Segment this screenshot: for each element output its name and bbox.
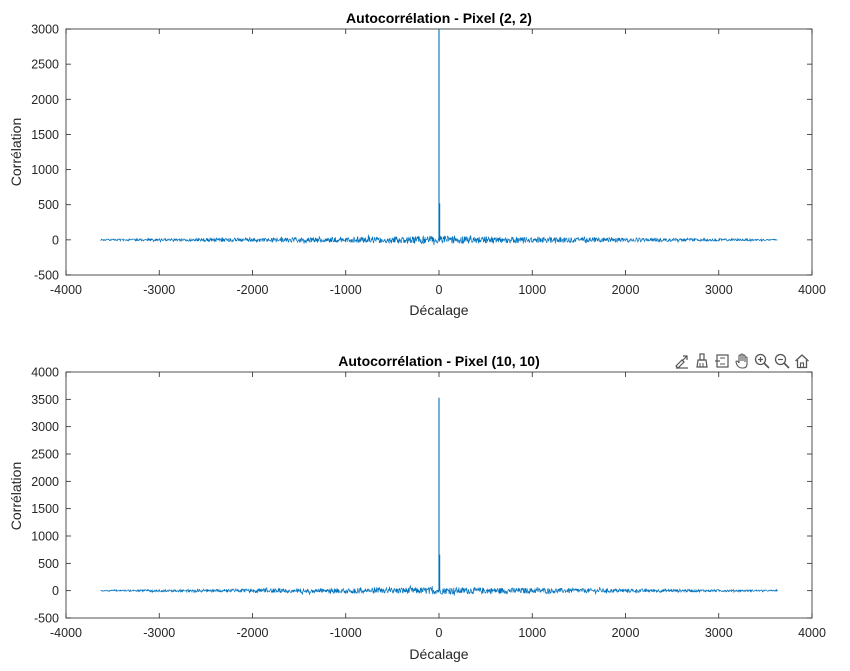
x-tick-label: -1000 <box>330 283 362 297</box>
x-tick-label: 1000 <box>518 283 546 297</box>
brush-export-icon <box>675 355 688 369</box>
x-tick-label: -3000 <box>143 626 175 640</box>
chart-title: Autocorrélation - Pixel (10, 10) <box>338 353 540 369</box>
datatip-button[interactable] <box>712 351 732 371</box>
x-tick-label: 4000 <box>798 626 826 640</box>
x-tick-label: 2000 <box>612 626 640 640</box>
y-tick-label: 4000 <box>31 366 59 380</box>
x-tick-label: 0 <box>436 283 443 297</box>
y-tick-label: -500 <box>34 612 59 626</box>
x-axis-label: Décalage <box>409 302 468 318</box>
y-tick-label: 0 <box>52 584 59 598</box>
x-tick-label: -4000 <box>50 626 82 640</box>
chart-title: Autocorrélation - Pixel (2, 2) <box>346 10 532 26</box>
y-axis-label: Corrélation <box>8 118 24 186</box>
zoom-in-icon <box>754 353 770 369</box>
y-tick-label: 3000 <box>31 420 59 434</box>
x-tick-label: -1000 <box>330 626 362 640</box>
y-tick-label: 2000 <box>31 475 59 489</box>
data-brush-button[interactable] <box>692 351 712 371</box>
zoom-out-icon <box>774 353 790 369</box>
x-tick-label: 4000 <box>798 283 826 297</box>
y-tick-label: 500 <box>38 198 59 212</box>
brush-export-button[interactable] <box>672 351 692 371</box>
x-tick-label: -2000 <box>237 626 269 640</box>
x-tick-label: 3000 <box>705 283 733 297</box>
pan-button[interactable] <box>732 351 752 371</box>
y-tick-label: 500 <box>38 557 59 571</box>
zoom-in-button[interactable] <box>752 351 772 371</box>
y-tick-label: -500 <box>34 269 59 283</box>
x-tick-label: 3000 <box>705 626 733 640</box>
x-tick-label: 0 <box>436 626 443 640</box>
y-tick-label: 3500 <box>31 393 59 407</box>
y-tick-label: 2500 <box>31 448 59 462</box>
y-tick-label: 1000 <box>31 163 59 177</box>
y-tick-label: 3000 <box>31 23 59 37</box>
x-tick-label: -2000 <box>237 283 269 297</box>
x-tick-label: 2000 <box>612 283 640 297</box>
x-tick-label: -3000 <box>143 283 175 297</box>
x-tick-label: -4000 <box>50 283 82 297</box>
datatip-icon <box>715 354 729 368</box>
restore-view-button[interactable] <box>792 351 812 371</box>
x-axis-label: Décalage <box>409 646 468 662</box>
y-axis-label: Corrélation <box>8 462 24 530</box>
data-brush-icon <box>696 353 708 368</box>
y-tick-label: 1500 <box>31 502 59 516</box>
series-line <box>100 584 778 596</box>
series-line <box>100 234 778 246</box>
y-tick-label: 1500 <box>31 128 59 142</box>
x-tick-label: 1000 <box>518 626 546 640</box>
home-restore-icon <box>795 354 809 369</box>
subplot-bottom: Autocorrélation - Pixel (10, 10) Décalag… <box>8 353 826 662</box>
zoom-out-button[interactable] <box>772 351 792 371</box>
pan-hand-icon <box>735 353 748 369</box>
y-tick-label: 1000 <box>31 530 59 544</box>
y-tick-label: 2000 <box>31 93 59 107</box>
y-tick-label: 2500 <box>31 58 59 72</box>
y-tick-label: 0 <box>52 233 59 247</box>
subplot-top: Autocorrélation - Pixel (2, 2) Décalage … <box>8 10 826 318</box>
axes-toolbar <box>672 351 812 371</box>
